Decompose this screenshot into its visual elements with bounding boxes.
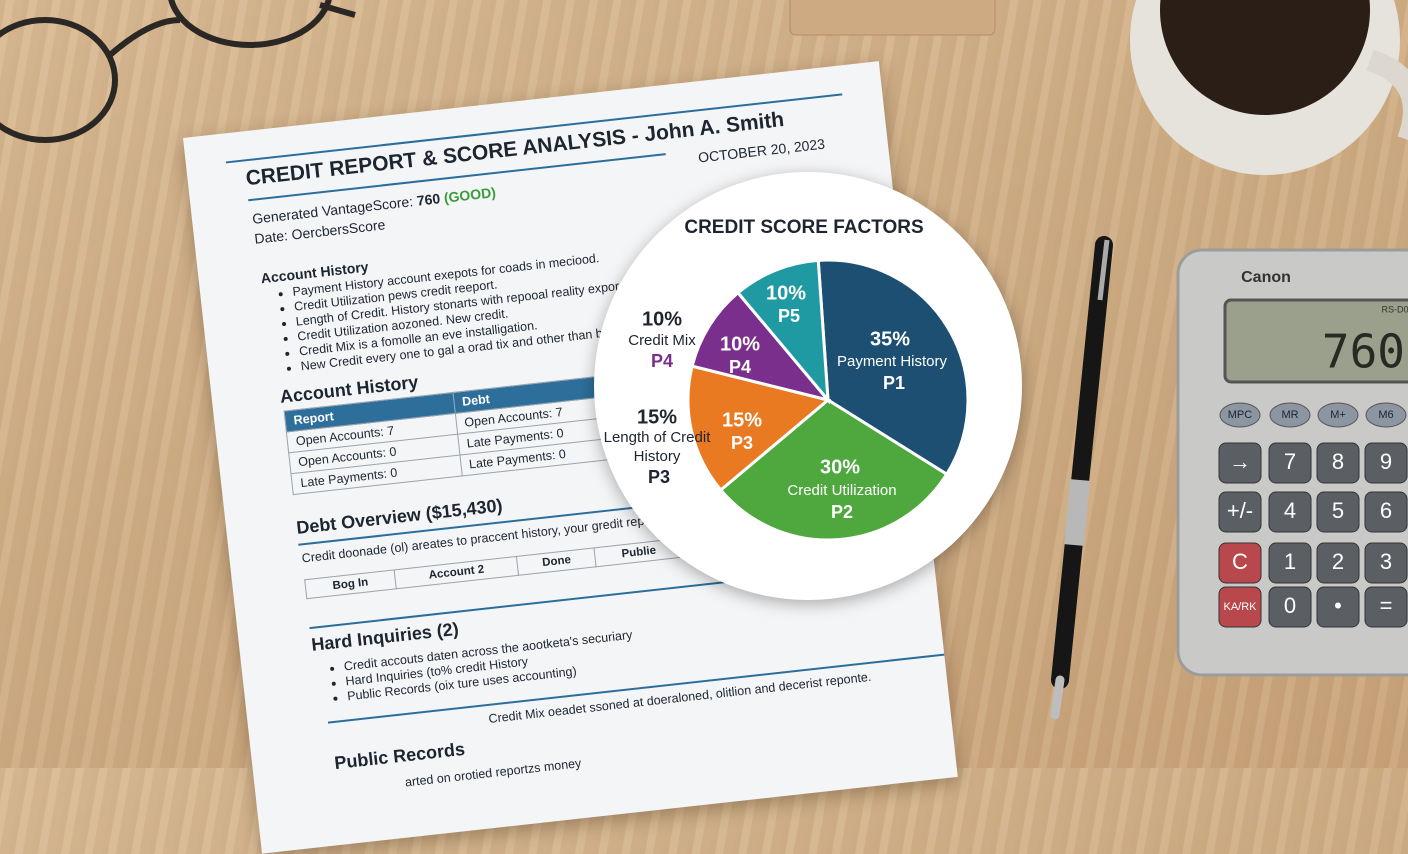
- slice-value-label: 30%: [820, 456, 860, 478]
- pie-slice: [690, 290, 833, 403]
- glasses: [0, 0, 356, 143]
- calculator-key-cap: [1268, 586, 1312, 628]
- calculator-key: KA/RK: [1223, 601, 1257, 613]
- pie-slice: [735, 258, 830, 405]
- slice-value-label: 15%: [722, 409, 762, 431]
- pie-slice: [686, 364, 832, 493]
- calculator-key: 5: [1332, 498, 1344, 523]
- calculator-key: 1: [1284, 549, 1296, 574]
- slice-code: P1: [883, 373, 905, 393]
- slice-name: Credit Utilization: [787, 482, 896, 499]
- calculator-key: 3: [1380, 549, 1392, 574]
- calculator-key-cap: [1268, 491, 1312, 533]
- calculator-key: MR: [1281, 409, 1298, 421]
- calculator-key-cap: [1268, 442, 1312, 484]
- slice-value-label: 35%: [870, 328, 910, 350]
- calculator-key: MPC: [1228, 409, 1253, 421]
- slice-name: Payment History: [837, 353, 948, 370]
- slice-labels: 35% Payment History P1 30% Credit Utiliz…: [720, 282, 948, 521]
- calculator-key: 6: [1380, 498, 1392, 523]
- calculator-key: M+: [1330, 409, 1346, 421]
- slice-value-label: 10%: [766, 282, 806, 304]
- calculator-model: RS-D0: [1381, 304, 1408, 314]
- calculator-key: 8: [1332, 449, 1344, 474]
- chart-title: CREDIT SCORE FACTORS: [684, 217, 923, 238]
- calculator-key: +/-: [1227, 498, 1253, 523]
- calculator-key: M6: [1378, 409, 1393, 421]
- mug-handle: [1366, 49, 1408, 140]
- calculator-key-cap: [1364, 442, 1408, 484]
- calculator-key: =: [1380, 593, 1393, 618]
- calculator-key-cap: [1317, 402, 1359, 428]
- calculator-key-cap: [1218, 586, 1262, 628]
- outside-code: P3: [648, 467, 670, 487]
- calculator-key-cap: [1269, 402, 1311, 428]
- slice-code: P2: [831, 502, 853, 522]
- slice-code: P5: [778, 306, 800, 326]
- calculator-key-cap: [1218, 542, 1262, 584]
- calculator-key: 4: [1284, 498, 1296, 523]
- calculator-key-cap: [1316, 542, 1360, 584]
- calculator-key-cap: [1219, 402, 1261, 428]
- calculator-key-cap: [1316, 442, 1360, 484]
- outside-labels: 10% Credit Mix P4 15% Length of Credit Hi…: [604, 308, 712, 486]
- pie-slice: [816, 258, 970, 477]
- calculator-key: C: [1232, 549, 1248, 574]
- calculator-key-cap: [1316, 586, 1360, 628]
- slice-code: P3: [731, 433, 753, 453]
- calculator-key: •: [1334, 593, 1342, 618]
- calculator-key: 9: [1380, 449, 1392, 474]
- pie-slice: [718, 398, 949, 542]
- calculator-key: 7: [1284, 449, 1296, 474]
- calculator-key: 2: [1332, 549, 1344, 574]
- calculator-key-cap: [1365, 402, 1407, 428]
- calculator: Canon RS-D0 760 MPC MR M+ M6 → 7 8 9 +/- 4 5 6 C 1 2 3 K…: [1176, 248, 1408, 677]
- calculator-key-cap: [1364, 586, 1408, 628]
- calculator-key: →: [1229, 449, 1251, 474]
- calculator-key-cap: [1268, 542, 1312, 584]
- outside-name: Credit Mix: [628, 332, 696, 349]
- calculator-display: 760: [1322, 325, 1405, 379]
- calculator-key-cap: [1218, 442, 1262, 484]
- slice-code: P4: [729, 357, 751, 377]
- coffee: [1160, 0, 1370, 115]
- outside-name: Length of Credit History: [604, 429, 712, 465]
- outside-value-label: 10%: [642, 308, 682, 330]
- calculator-key: 0: [1284, 593, 1296, 618]
- calculator-key-cap: [1316, 491, 1360, 533]
- slice-value-label: 10%: [720, 333, 760, 355]
- outside-code: P4: [651, 351, 673, 371]
- desk-objects: Canon RS-D0 760 MPC MR M+ M6 → 7 8 9 +/- 4 5 6 C 1 2 3 K…: [0, 0, 1408, 720]
- calculator-key-cap: [1364, 491, 1408, 533]
- calculator-key-cap: [1218, 491, 1262, 533]
- pen: [1050, 236, 1113, 720]
- outside-value-label: 15%: [637, 406, 677, 428]
- calculator-key-cap: [1364, 542, 1408, 584]
- pie-chart: CREDIT SCORE FACTORS 35% Payment History…: [603, 217, 970, 542]
- page: Canon RS-D0 760 MPC MR M+ M6 → 7 8 9 +/- 4 5 6 C 1 2 3 K…: [0, 0, 1408, 768]
- calculator-brand: Canon: [1241, 269, 1291, 286]
- notebook: [789, 0, 996, 36]
